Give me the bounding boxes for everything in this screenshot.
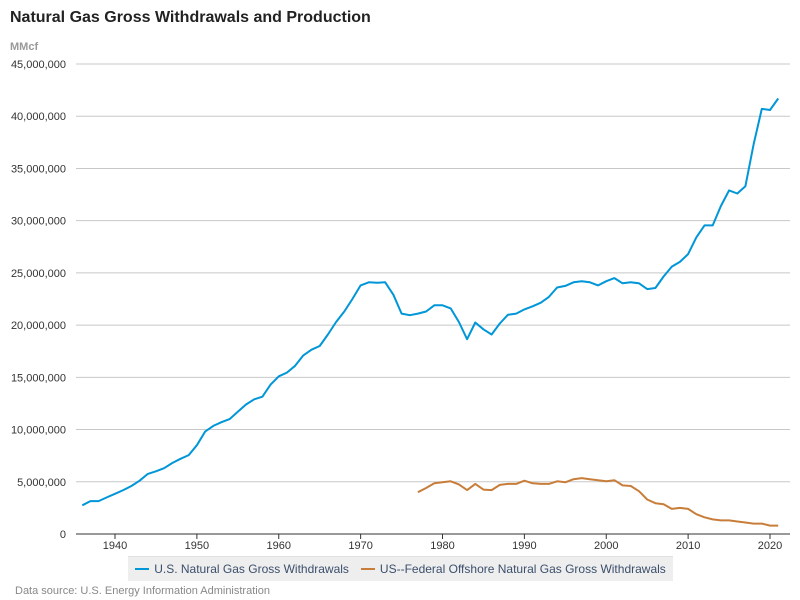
y-axis-unit-label: MMcf	[10, 41, 39, 53]
y-tick-label: 45,000,000	[11, 59, 66, 71]
y-tick-label: 20,000,000	[11, 320, 66, 332]
legend-item-federal-offshore[interactable]: US--Federal Offshore Natural Gas Gross W…	[360, 562, 666, 576]
y-tick-label: 5,000,000	[17, 477, 66, 489]
x-tick-label: 2020	[758, 540, 782, 552]
y-tick-label: 15,000,000	[11, 372, 66, 384]
x-tick-label: 2010	[676, 540, 700, 552]
y-tick-label: 40,000,000	[11, 111, 66, 123]
y-tick-label: 10,000,000	[11, 425, 66, 437]
legend-swatch	[135, 568, 150, 570]
x-tick-label: 1960	[267, 540, 291, 552]
legend-label: U.S. Natural Gas Gross Withdrawals	[154, 562, 349, 576]
data-source-note: Data source: U.S. Energy Information Adm…	[15, 585, 270, 597]
x-tick-label: 1970	[348, 540, 372, 552]
y-tick-label: 25,000,000	[11, 268, 66, 280]
legend-swatch	[360, 568, 375, 570]
x-axis: 1940 1950 1960 1970 1980 1990 2000 2010 2020	[76, 533, 790, 552]
chart-title: Natural Gas Gross Withdrawals and Produc…	[10, 9, 371, 26]
y-axis-ticks: 0 5,000,000 10,000,000 15,000,000 20,000,000…	[11, 59, 66, 541]
legend-item-us-gross-withdrawals[interactable]: U.S. Natural Gas Gross Withdrawals	[135, 562, 349, 576]
x-tick-label: 1950	[185, 540, 209, 552]
x-tick-label: 1990	[512, 540, 536, 552]
series-line-us-gross-withdrawals[interactable]	[81, 97, 780, 507]
series-line-federal-offshore[interactable]	[417, 477, 779, 527]
x-tick-label: 2000	[594, 540, 618, 552]
legend: U.S. Natural Gas Gross Withdrawals US--F…	[128, 556, 673, 581]
y-tick-label: 35,000,000	[11, 163, 66, 175]
x-tick-label: 1980	[430, 540, 454, 552]
x-tick-label: 1940	[103, 540, 127, 552]
gridlines	[76, 63, 790, 483]
legend-label: US--Federal Offshore Natural Gas Gross W…	[379, 562, 666, 576]
y-tick-label: 0	[60, 529, 66, 541]
series-lines	[81, 97, 780, 527]
y-tick-label: 30,000,000	[11, 216, 66, 228]
